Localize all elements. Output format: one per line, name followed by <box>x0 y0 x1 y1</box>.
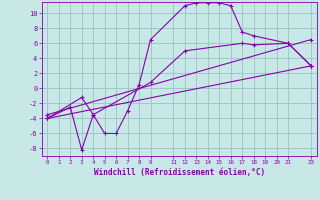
X-axis label: Windchill (Refroidissement éolien,°C): Windchill (Refroidissement éolien,°C) <box>94 168 265 177</box>
